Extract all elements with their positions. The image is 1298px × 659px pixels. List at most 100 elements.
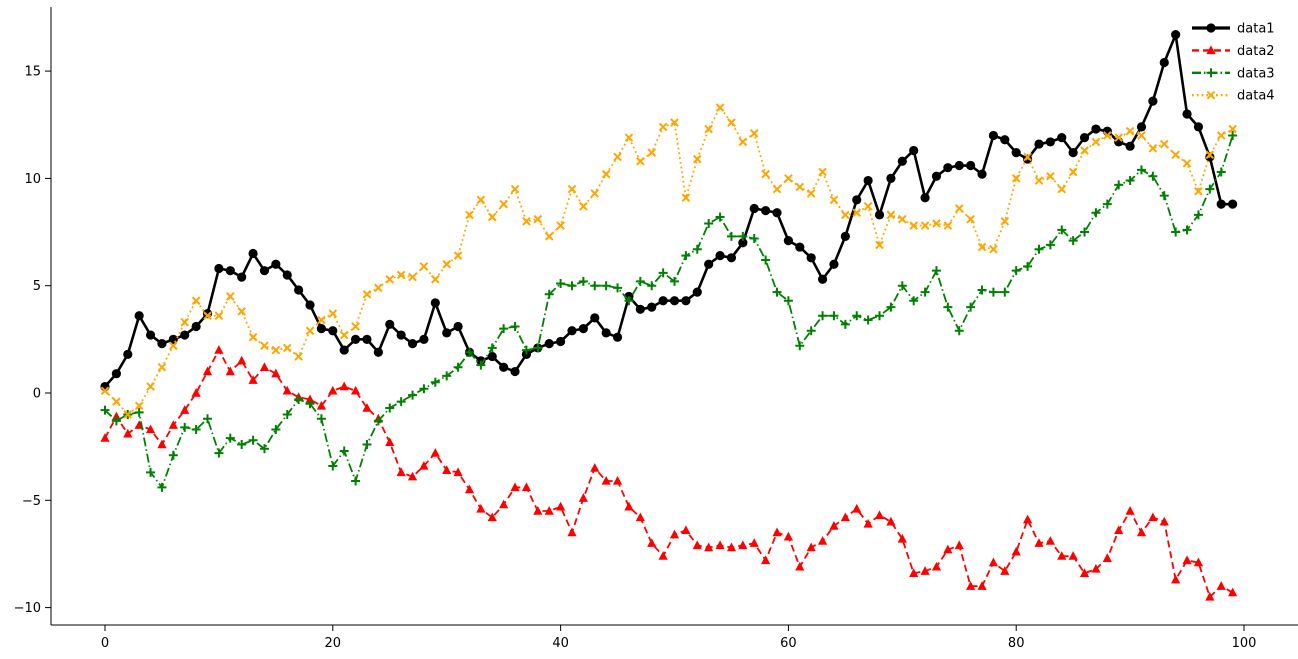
marker-circle (123, 349, 133, 359)
marker-circle (1068, 148, 1078, 158)
marker-circle (180, 330, 190, 340)
marker-triangle (1216, 581, 1226, 590)
marker-plus (909, 296, 919, 306)
marker-x (533, 214, 543, 224)
marker-plus (1159, 191, 1169, 201)
marker-triangle (635, 512, 645, 522)
marker-circle (1182, 109, 1192, 119)
marker-plus (715, 212, 725, 222)
marker-circle (977, 169, 987, 179)
marker-triangle (692, 540, 702, 550)
marker-triangle (874, 510, 885, 520)
marker-circle (1148, 96, 1158, 106)
marker-plus (601, 281, 611, 291)
marker-plus (1125, 176, 1135, 186)
marker-plus (134, 407, 144, 417)
marker-plus (886, 302, 896, 312)
marker-plus (111, 416, 121, 426)
marker-plus (1136, 165, 1146, 175)
marker-circle (1136, 122, 1147, 132)
marker-plus (430, 377, 440, 387)
marker-circle (1125, 141, 1135, 151)
marker-x (431, 274, 440, 284)
marker-triangle (704, 542, 714, 552)
marker-triangle (1102, 553, 1112, 562)
marker-circle (305, 300, 315, 310)
marker-circle (419, 334, 429, 344)
marker-triangle (897, 533, 907, 543)
marker-x (487, 212, 497, 222)
marker-plus (1206, 68, 1216, 78)
marker-circle (556, 336, 566, 347)
y-tick-label: −5 (22, 494, 41, 509)
marker-circle (749, 203, 759, 214)
marker-plus (783, 296, 793, 306)
legend-item-data1: data1 (1192, 22, 1275, 37)
marker-x (704, 124, 713, 134)
marker-x (146, 382, 155, 391)
marker-x (225, 292, 235, 301)
marker-circle (704, 259, 714, 269)
marker-circle (658, 296, 668, 306)
marker-x (1125, 126, 1135, 136)
marker-x (510, 184, 520, 194)
marker-plus (442, 371, 452, 381)
marker-circle (237, 272, 247, 282)
marker-x (214, 311, 224, 321)
marker-triangle (305, 394, 315, 404)
marker-plus (487, 343, 497, 353)
marker-triangle (601, 475, 611, 485)
marker-plus (100, 405, 110, 415)
marker-plus (670, 276, 679, 286)
marker-plus (704, 218, 714, 228)
marker-plus (1148, 171, 1158, 181)
marker-circle (1206, 23, 1216, 33)
marker-circle (487, 351, 497, 362)
marker-triangle (1193, 557, 1204, 567)
marker-x (374, 283, 383, 293)
marker-plus (453, 362, 463, 372)
marker-plus (1091, 208, 1101, 218)
legend-label-data3: data3 (1237, 66, 1275, 81)
marker-circle (453, 321, 463, 332)
marker-circle (578, 324, 588, 334)
marker-x (112, 397, 121, 406)
marker-x (932, 219, 941, 228)
marker-x (1182, 159, 1192, 168)
marker-triangle (533, 506, 543, 515)
y-tick-label: 15 (24, 65, 41, 80)
marker-x (100, 386, 110, 396)
x-tick-label: 100 (1232, 636, 1257, 651)
marker-triangle (669, 529, 680, 539)
marker-circle (806, 253, 816, 263)
marker-x (157, 362, 167, 372)
marker-x (305, 326, 315, 336)
marker-triangle (1136, 527, 1147, 537)
marker-x (203, 311, 212, 321)
marker-triangle (1034, 538, 1044, 547)
marker-plus (328, 461, 338, 471)
marker-triangle (191, 388, 201, 397)
marker-circle (863, 175, 873, 186)
marker-plus (157, 482, 167, 492)
marker-plus (590, 281, 600, 291)
legend-item-data3: data3 (1192, 66, 1275, 81)
marker-triangle (362, 403, 372, 412)
marker-plus (692, 244, 702, 254)
marker-circle (852, 195, 862, 205)
marker-circle (145, 330, 156, 340)
marker-plus (521, 345, 531, 355)
marker-plus (259, 444, 269, 454)
marker-plus (316, 414, 326, 424)
x-tick-label: 0 (101, 636, 109, 651)
marker-plus (464, 347, 474, 357)
marker-triangle (339, 381, 349, 391)
marker-plus (362, 440, 372, 450)
marker-triangle (738, 540, 748, 550)
marker-plus (237, 440, 247, 450)
y-tick-label: −10 (14, 601, 41, 616)
marker-plus (419, 384, 429, 394)
marker-x (351, 322, 360, 331)
marker-plus (203, 414, 213, 424)
marker-circle (214, 263, 224, 274)
